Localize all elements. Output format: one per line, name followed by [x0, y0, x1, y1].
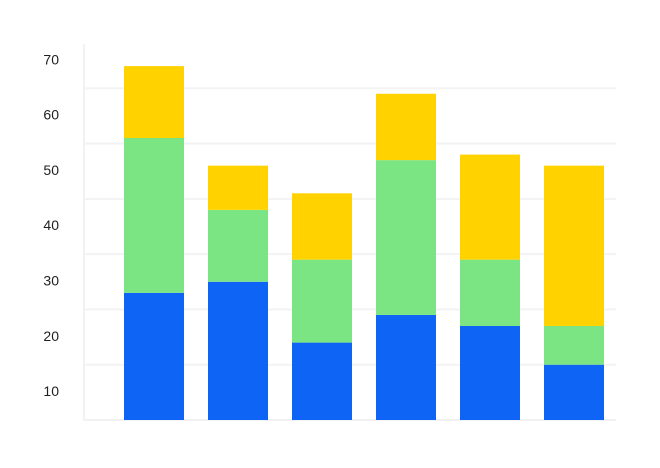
- bar-segment-series-3: [460, 154, 520, 260]
- y-tick-label: 50: [43, 162, 59, 178]
- y-tick-label: 70: [43, 51, 59, 67]
- bar-segment-series-1: [208, 281, 268, 420]
- bar-stack: [376, 93, 436, 420]
- bar-segment-series-1: [544, 364, 604, 420]
- bar-stack: [124, 66, 184, 420]
- y-tick-label: 20: [43, 328, 59, 344]
- y-tick-label: 60: [43, 107, 59, 123]
- bar-segment-series-2: [124, 138, 184, 293]
- bar-segment-series-3: [124, 66, 184, 138]
- bar-stack: [460, 154, 520, 420]
- bar-segment-series-2: [460, 259, 520, 326]
- bar-segment-series-3: [292, 193, 352, 260]
- y-tick-label: 10: [43, 383, 59, 399]
- bar-stack: [292, 193, 352, 420]
- bar-segment-series-1: [460, 326, 520, 420]
- bar-stack: [208, 165, 268, 420]
- bar-segment-series-2: [292, 259, 352, 343]
- bars: [124, 66, 604, 420]
- bar-segment-series-1: [376, 314, 436, 420]
- bar-segment-series-1: [292, 342, 352, 420]
- bar-segment-series-2: [208, 209, 268, 282]
- bar-segment-series-1: [124, 292, 184, 420]
- bar-segment-series-2: [544, 326, 604, 365]
- y-tick-label: 30: [43, 272, 59, 288]
- bar-segment-series-3: [544, 165, 604, 326]
- y-axis-tick-labels: 10 20 30 40 50 60 70: [43, 51, 59, 399]
- bar-segment-series-3: [208, 165, 268, 210]
- y-tick-label: 40: [43, 217, 59, 233]
- bar-stack: [544, 165, 604, 420]
- bar-segment-series-3: [376, 93, 436, 161]
- bar-segment-series-2: [376, 160, 436, 315]
